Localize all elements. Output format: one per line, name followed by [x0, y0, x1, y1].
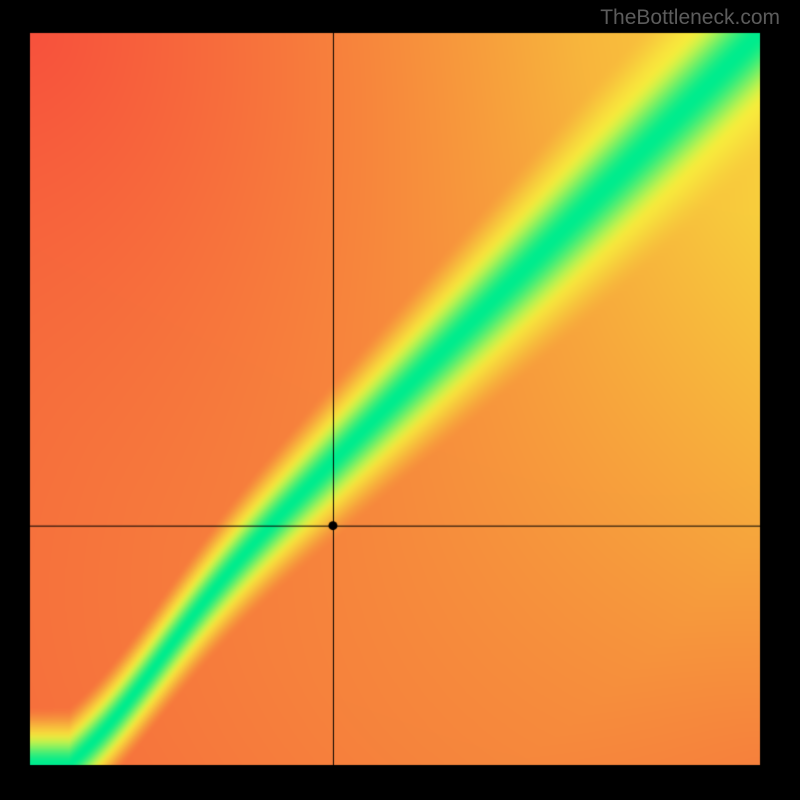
heatmap-canvas	[0, 0, 800, 800]
chart-container: TheBottleneck.com	[0, 0, 800, 800]
attribution-label: TheBottleneck.com	[600, 6, 780, 30]
